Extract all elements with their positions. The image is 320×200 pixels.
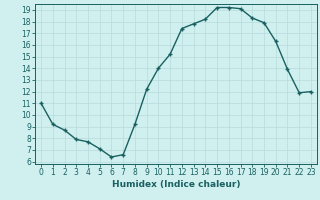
X-axis label: Humidex (Indice chaleur): Humidex (Indice chaleur): [112, 180, 240, 189]
